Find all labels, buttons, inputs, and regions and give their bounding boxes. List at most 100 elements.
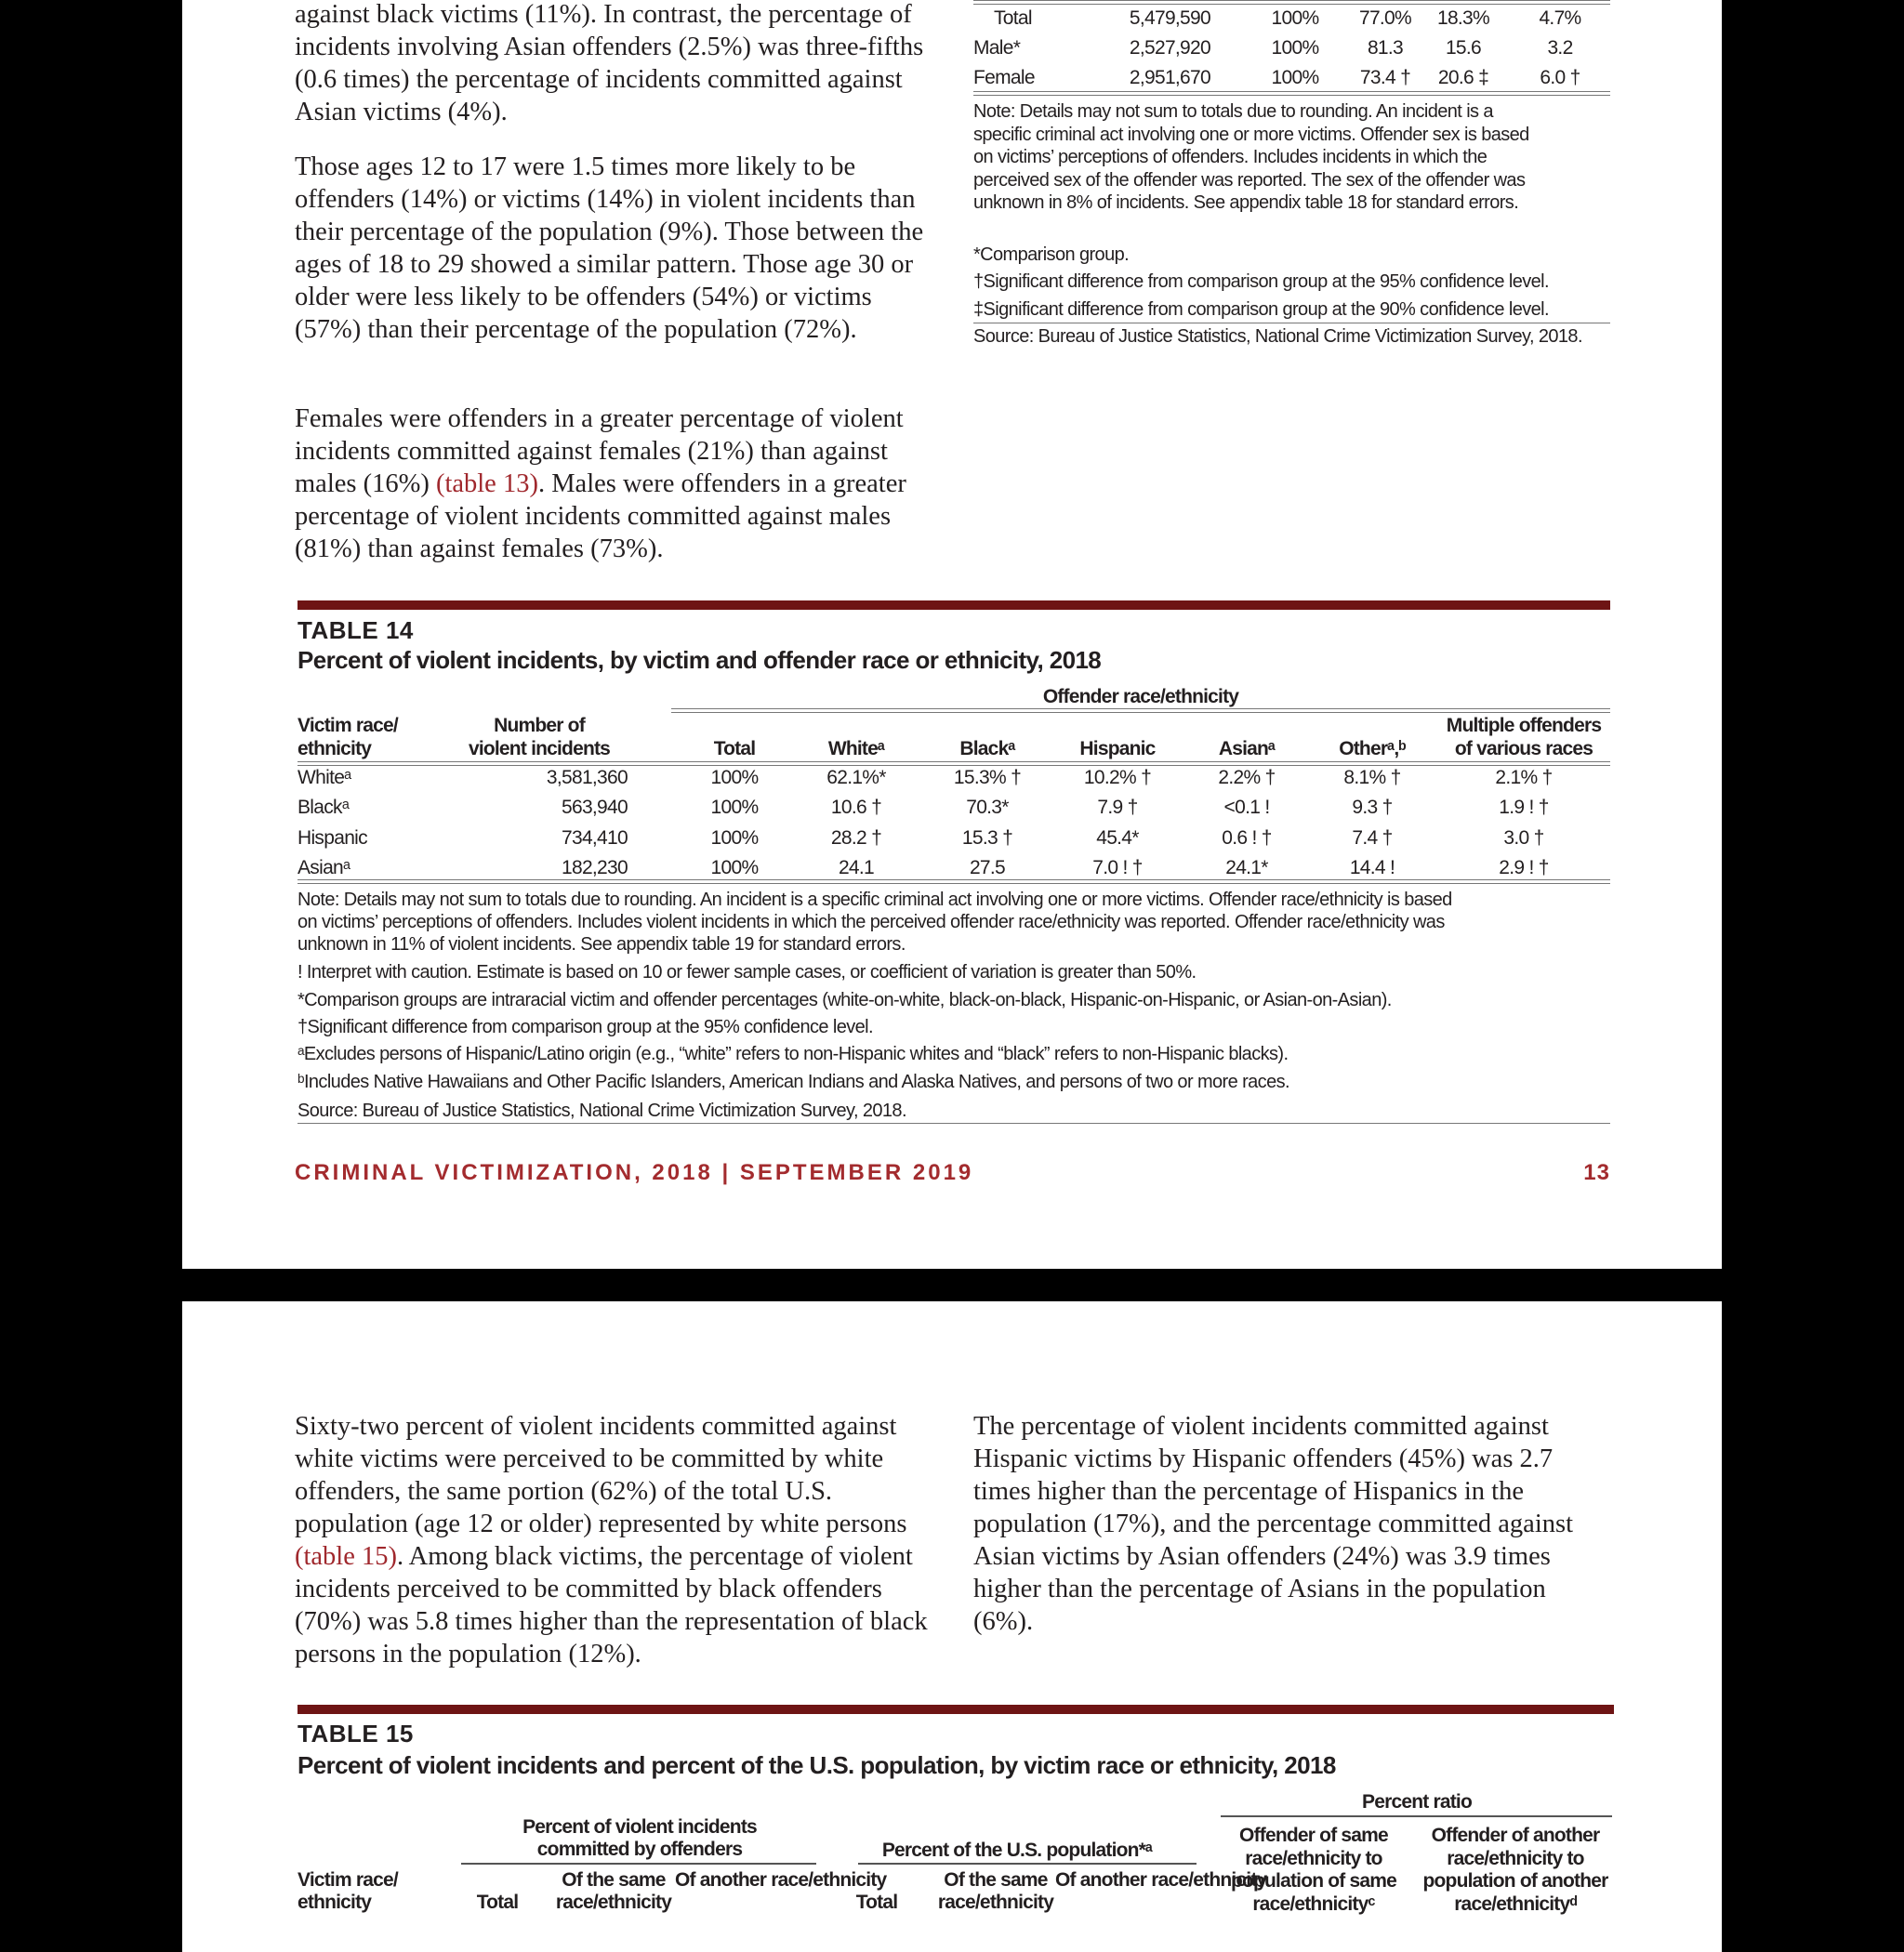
table-cell: 7.9 †	[1097, 797, 1138, 818]
table-cell: 14.4 !	[1349, 857, 1395, 878]
table-cell: 100%	[710, 797, 760, 818]
table-note: specific criminal act involving one or m…	[973, 124, 1529, 145]
table-cell: 0.6 ! †	[1222, 827, 1272, 849]
table-rule	[973, 0, 1610, 5]
table-cell: 9.3 †	[1352, 797, 1393, 818]
paragraph: Sixty-two percent of violent incidents c…	[295, 1410, 936, 1670]
table-15-link[interactable]: (table 15)	[295, 1542, 397, 1571]
table-13-link[interactable]: (table 13)	[435, 469, 538, 498]
table-cell: 100%	[1271, 67, 1320, 88]
paragraph: Females were offenders in a greater perc…	[295, 402, 927, 565]
paragraph-text: Those ages 12 to 17 were 1.5 times more …	[295, 152, 924, 344]
table-column-header: Percent ratio	[1362, 1791, 1473, 1813]
table-cell: 734,410	[561, 827, 628, 849]
table-column-header: Total	[855, 1892, 898, 1913]
table-group-header: Offender race/ethnicity	[1042, 686, 1239, 707]
table-column-header: Victim race/	[298, 1869, 399, 1891]
table-rule	[461, 1863, 816, 1865]
table-row-header: Asianᵃ	[298, 857, 350, 878]
table-rule	[973, 91, 1610, 96]
page-number: 13	[1583, 1160, 1610, 1185]
table-cell: 28.2 †	[830, 827, 882, 849]
footer-title: CRIMINAL VICTIMIZATION, 2018 | SEPTEMBER…	[295, 1160, 974, 1185]
table-cell: 7.0 ! †	[1092, 857, 1143, 878]
table-column-header: Otherᵃ,ᵇ	[1339, 738, 1406, 759]
table-cell: 15.6	[1445, 37, 1482, 59]
table-cell: 10.2% †	[1083, 767, 1152, 788]
table-title: Percent of violent incidents and percent…	[298, 1751, 1336, 1779]
table-column-header: Multiple offenders	[1446, 715, 1602, 736]
table-column-header: Total	[476, 1892, 519, 1913]
table-cell: 77.0%	[1358, 7, 1412, 29]
table-cell: 10.6 †	[830, 797, 882, 818]
table-cell: 7.4 †	[1352, 827, 1393, 849]
table-note: *Comparison group.	[973, 244, 1130, 265]
source-note: Source: Bureau of Justice Statistics, Na…	[298, 1101, 907, 1121]
table-note: Note: Details may not sum to totals due …	[973, 101, 1494, 122]
table-note: unknown in 11% of violent incidents. See…	[298, 934, 906, 955]
table-column-header: race/ethnicityᵈ	[1454, 1893, 1577, 1915]
table-note: perceived sex of the offender was report…	[973, 169, 1526, 191]
table-cell: 8.1% †	[1343, 767, 1401, 788]
table-cell: 2,951,670	[1129, 67, 1211, 88]
table-rule	[298, 761, 1610, 766]
table-column-header: race/ethnicity to	[1447, 1847, 1584, 1869]
table-cell: 45.4*	[1096, 827, 1139, 849]
table-column-header: Whiteᵃ	[827, 738, 885, 759]
table-column-header: Of the same	[562, 1869, 666, 1891]
source-note: Source: Bureau of Justice Statistics, Na…	[973, 326, 1583, 347]
table-row-header: Blackᵃ	[298, 797, 350, 818]
table-cell: 70.3*	[966, 797, 1009, 818]
table-column-header: Percent of the U.S. population*ᵃ	[881, 1840, 1153, 1861]
pdf-page-14: Sixty-two percent of violent incidents c…	[182, 1301, 1722, 1952]
table-column-header: Offender of same	[1239, 1825, 1389, 1846]
paragraph-text: The percentage of violent incidents comm…	[973, 1412, 1573, 1636]
table-column-header: Victim race/	[298, 715, 399, 736]
table-cell: 100%	[1271, 7, 1320, 29]
table-column-header: Total	[713, 738, 756, 759]
table-cell: 15.3% †	[953, 767, 1022, 788]
table-cell: 4.7%	[1539, 7, 1581, 29]
table-column-header: Blackᵃ	[959, 738, 1015, 759]
table-column-header: population of another	[1422, 1870, 1608, 1892]
table-note: unknown in 8% of incidents. See appendix…	[973, 192, 1519, 213]
table-cell: 18.3%	[1436, 7, 1490, 29]
table-rule	[1221, 1815, 1612, 1817]
table-cell: 3.2	[1547, 37, 1573, 59]
paragraph-text: Females were offenders in a greater perc…	[295, 404, 904, 498]
table-cell: 24.1*	[1225, 857, 1268, 878]
table-cell: 2.1% †	[1495, 767, 1553, 788]
table-column-header: ethnicity	[298, 1892, 372, 1913]
table-cell: 100%	[710, 767, 760, 788]
table-note: *Comparison groups are intraracial victi…	[298, 990, 1392, 1010]
table-accent-bar	[298, 600, 1610, 610]
paragraph-text: Sixty-two percent of violent incidents c…	[295, 1412, 907, 1538]
table-column-header: Offender of another	[1431, 1825, 1601, 1846]
table-note: †Significant difference from comparison …	[973, 271, 1550, 292]
table-column-header: of various races	[1454, 738, 1593, 759]
table-note: †Significant difference from comparison …	[298, 1017, 874, 1037]
table-cell: 6.0 †	[1540, 67, 1580, 88]
table-cell: 2.9 ! †	[1499, 857, 1549, 878]
table-cell: 3.0 †	[1503, 827, 1544, 849]
table-cell: 15.3 †	[961, 827, 1013, 849]
table-cell: Female	[973, 67, 1036, 88]
table-cell: 62.1%*	[826, 767, 886, 788]
table-note: on victims’ perceptions of offenders. In…	[298, 912, 1445, 932]
table-cell: 73.4 †	[1359, 67, 1411, 88]
table-cell: 24.1	[838, 857, 875, 878]
table-column-header: Of another race/ethnicity	[1055, 1869, 1267, 1891]
table-rule	[671, 708, 1610, 713]
table-cell: 1.9 ! †	[1499, 797, 1549, 818]
table-column-header: race/ethnicityᶜ	[1252, 1893, 1375, 1915]
table-column-header: race/ethnicity to	[1245, 1847, 1382, 1869]
table-cell: 2.2% †	[1218, 767, 1276, 788]
table-cell: <0.1 !	[1223, 797, 1271, 818]
table-note: ‡Significant difference from comparison …	[973, 298, 1550, 320]
table-column-header: Hispanic	[1079, 738, 1156, 759]
table-cell: 100%	[1271, 37, 1320, 59]
pdf-page-13: against black victims (11%). In contrast…	[182, 0, 1722, 1269]
table-row-header: Hispanic	[298, 827, 368, 849]
table-rule	[298, 1123, 1610, 1124]
table-cell: Male*	[973, 37, 1021, 59]
